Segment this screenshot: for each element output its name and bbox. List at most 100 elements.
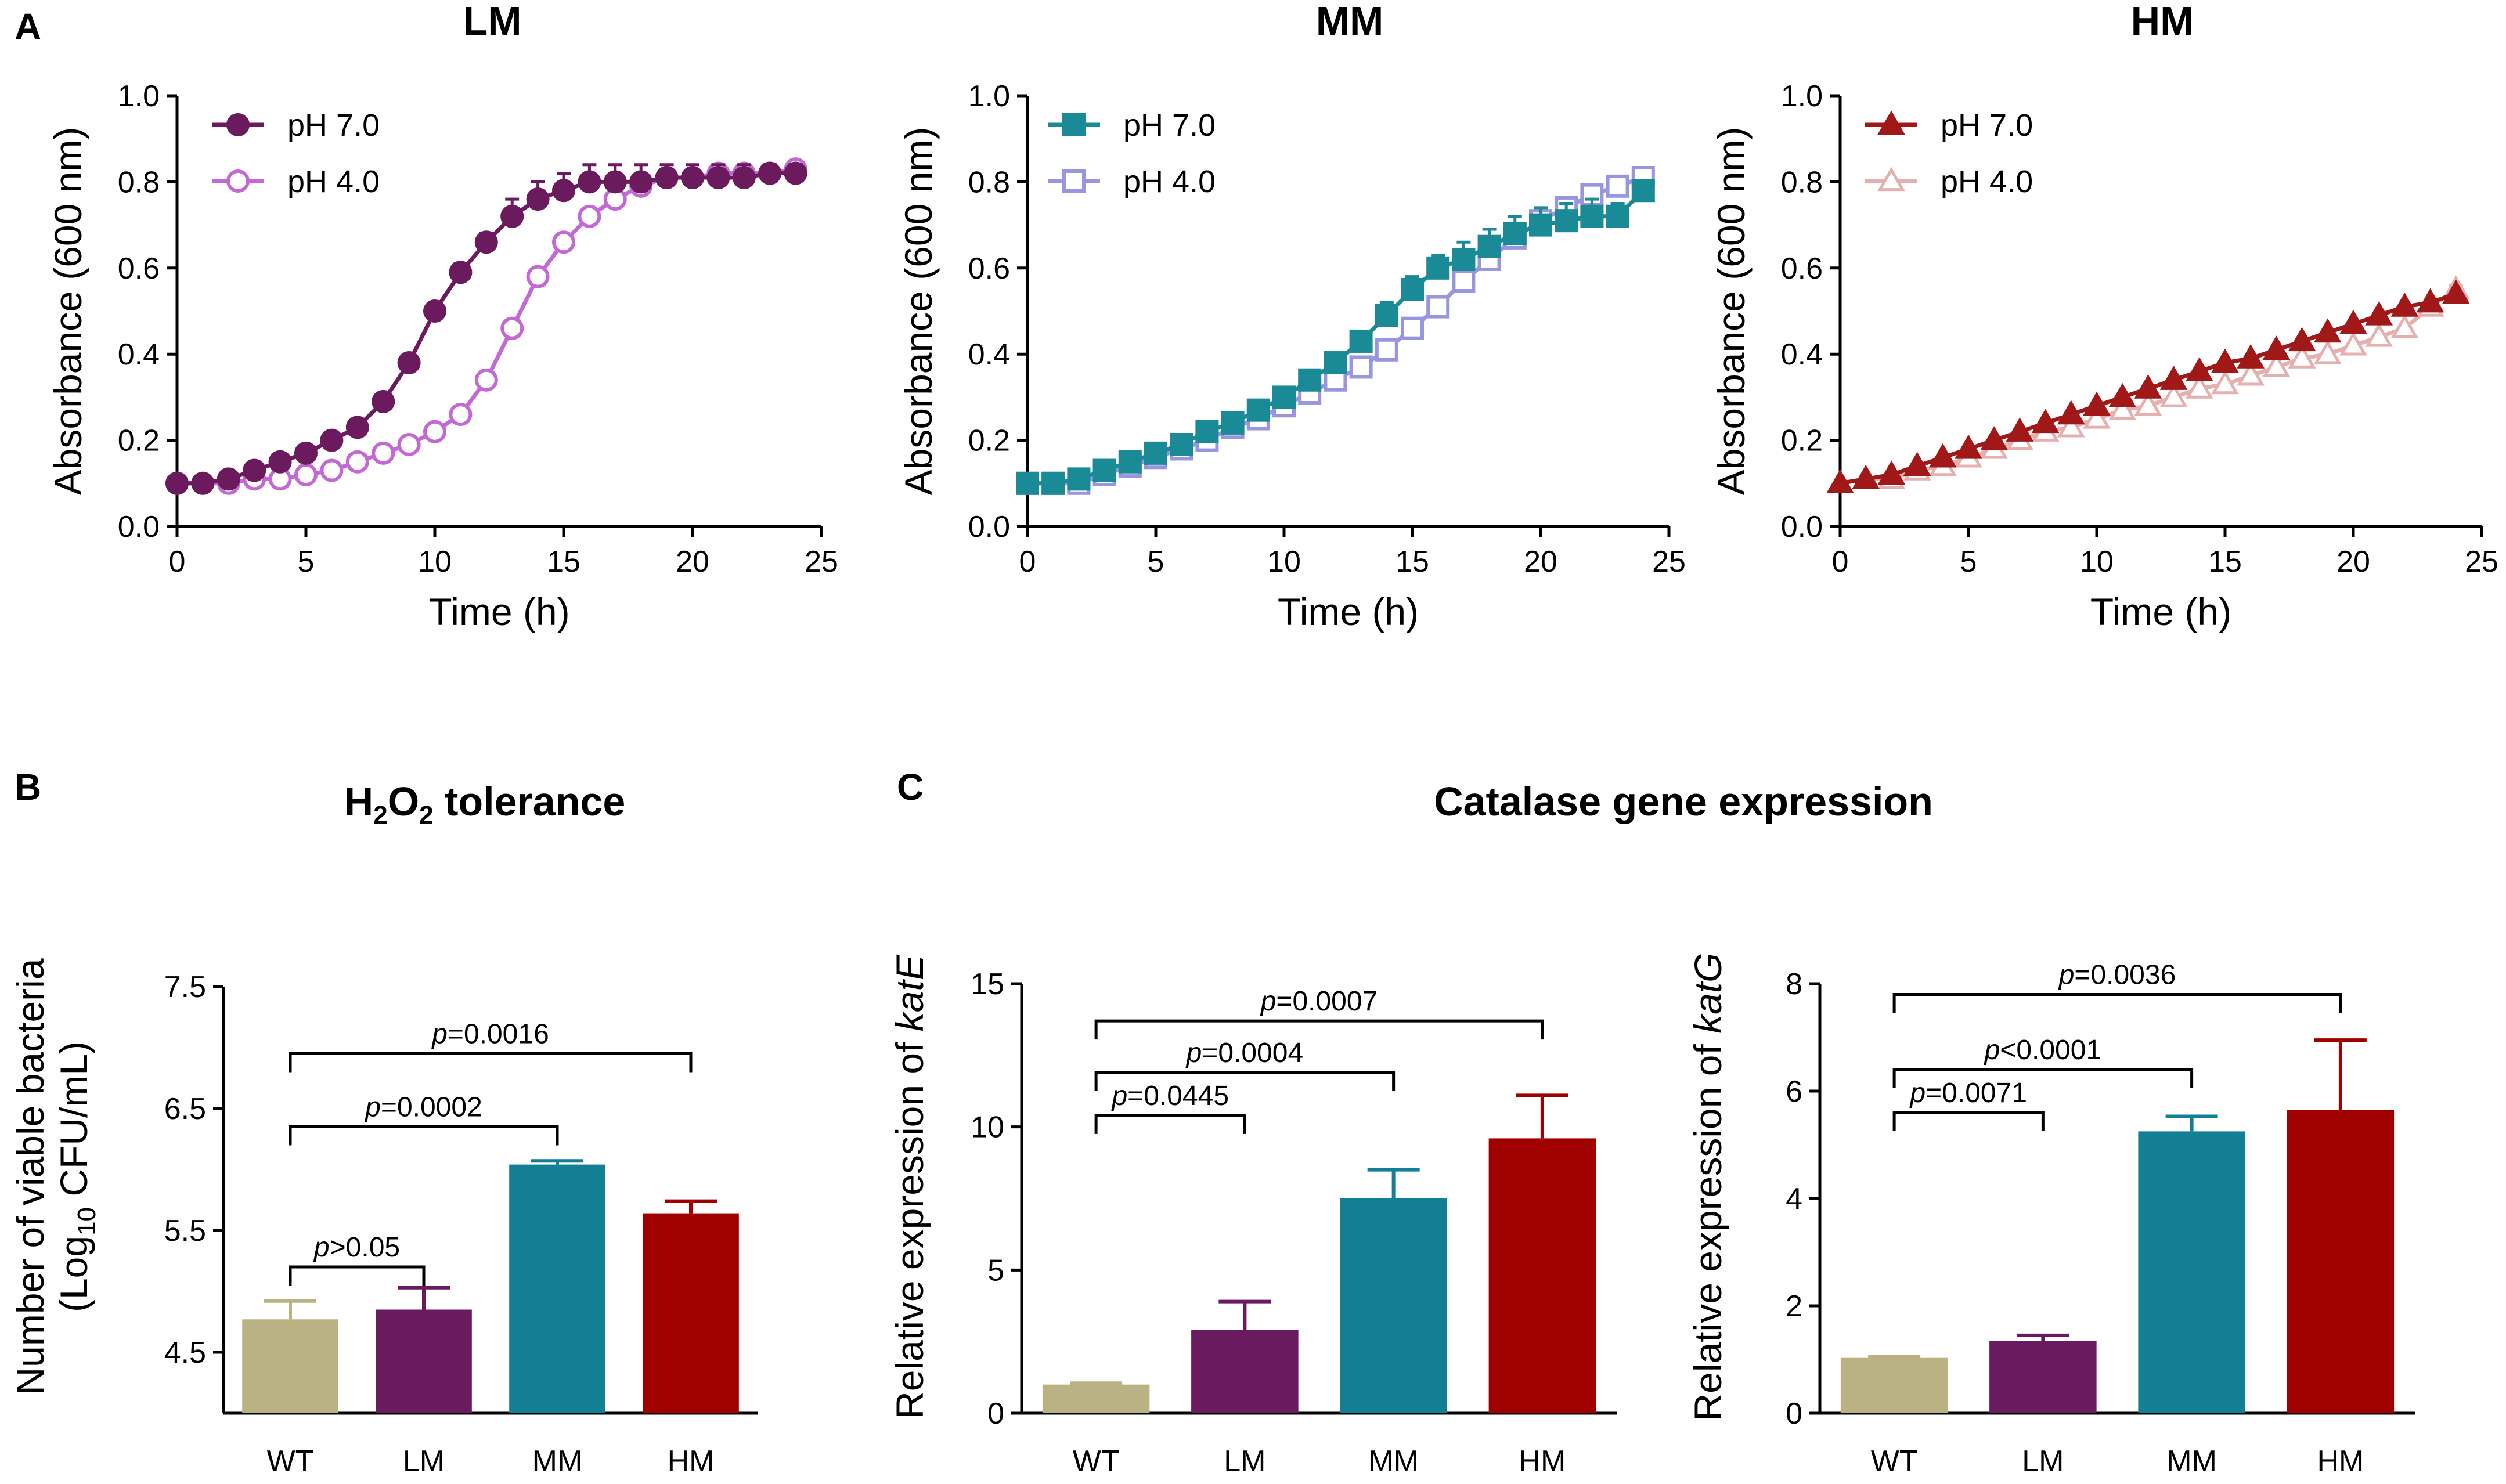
data-point [2288,344,2316,369]
data-point [217,467,240,491]
data-point [2365,301,2393,326]
data-point [268,450,292,474]
x-tick-label: WT [1871,1445,1918,1478]
text-span: =0.0036 [2074,960,2176,991]
data-point [1349,329,1373,353]
line-chart-mm: MM 0.0 0.2 0.4 0.6 0.8 1.0 0 5 10 15 20 25 Time (h) Ab… [897,0,1686,633]
data-point [1349,355,1373,379]
data-point [2313,318,2342,343]
data-point [397,433,421,457]
data-point [1955,434,1982,459]
data-point [2339,331,2367,356]
text-span: p [313,1232,330,1263]
p-value-label: p=0.0016 [431,1019,549,1050]
data-point [1580,204,1604,228]
data-point [2185,374,2213,399]
data-point [2339,309,2367,334]
data-point [1606,204,1629,228]
x-tick-label: 15 [547,545,580,579]
bracket-line [1094,1114,1246,1134]
text-span: =0.0002 [381,1092,482,1123]
data-point [1170,433,1193,457]
data-point [500,204,524,228]
x-tick-label: 5 [298,545,315,579]
data-point [345,416,369,439]
significance-bracket: p=0.0445 [1094,1081,1246,1134]
data-point [1298,368,1322,392]
y-tick-label: 1.0 [968,80,1010,113]
bar-wt [1840,1357,1948,1413]
x-tick-label: 5 [1148,545,1164,579]
data-point [1324,351,1347,375]
data-point [423,420,446,443]
x-tick-label: 5 [1960,545,1977,579]
data-point [500,316,524,340]
data-point [578,170,601,194]
data-point [1016,471,1039,495]
series-line [177,167,796,486]
series-ph-7.0 [1826,279,2470,493]
x-tick-label: LM [2022,1445,2064,1478]
y-tick-label: 5.5 [164,1214,206,1248]
bar-hm [643,1213,739,1413]
x-tick-label: 20 [676,545,709,579]
y-tick-label: 0.2 [968,424,1010,458]
y-tick-label: 0.8 [1781,165,1823,199]
y-tick-label: 0.4 [118,338,160,371]
bar-hm [1488,1138,1596,1413]
text-span: p [1909,1078,1926,1109]
data-point [294,441,318,465]
y-tick-label: 0.2 [1781,424,1823,458]
legend-entry: pH 4.0 [212,164,380,199]
data-point [1401,316,1424,340]
x-tick-label: 15 [2208,545,2242,579]
data-point [1426,295,1450,319]
x-tick-label: 0 [1019,545,1036,579]
data-point [1826,469,1854,493]
data-point [784,161,807,185]
text-span: p [1984,1035,2000,1066]
data-point [1529,213,1552,237]
data-point [2237,344,2265,369]
x-tick-label: 25 [805,545,838,579]
data-point [320,458,344,482]
data-point [1067,467,1091,491]
y-tick-label: 8 [1786,967,1802,1001]
data-point [243,458,266,482]
bar-lm [1989,1341,2097,1413]
data-point [1555,209,1578,233]
p-value-label: p=0.0004 [1185,1038,1304,1068]
data-point [397,351,421,375]
legend-label: pH 4.0 [287,164,380,199]
y-tick-label: 0.6 [118,252,160,286]
text-span: (Log [52,1236,95,1312]
x-tick-label: WT [267,1445,314,1478]
data-point [1452,247,1476,271]
chart-title: MM [1316,0,1384,44]
text-span: p [1260,986,1277,1017]
legend-label: pH 7.0 [1123,108,1216,143]
x-tick-label: 15 [1396,545,1429,579]
data-point [191,471,215,495]
data-point [1144,441,1167,465]
data-point [2134,391,2162,416]
text-span: katG [1686,952,1729,1033]
bar-hm [2287,1110,2395,1413]
data-point [2185,357,2213,382]
data-point [1221,411,1245,435]
y-tick-label: 7.5 [164,970,206,1004]
text-span: p [1110,1081,1127,1111]
data-point [1928,443,1957,468]
data-point [1980,426,2009,450]
data-point [1195,420,1219,443]
y-tick-label: 0.0 [968,510,1010,544]
bracket-line [289,1052,693,1073]
x-axis-label: Time (h) [428,590,569,633]
x-tick-label: MM [2166,1445,2217,1478]
data-point [1041,471,1065,495]
data-point [2211,348,2239,373]
x-tick-label: WT [1073,1445,1120,1478]
data-point [2083,404,2111,429]
data-point [526,265,550,288]
